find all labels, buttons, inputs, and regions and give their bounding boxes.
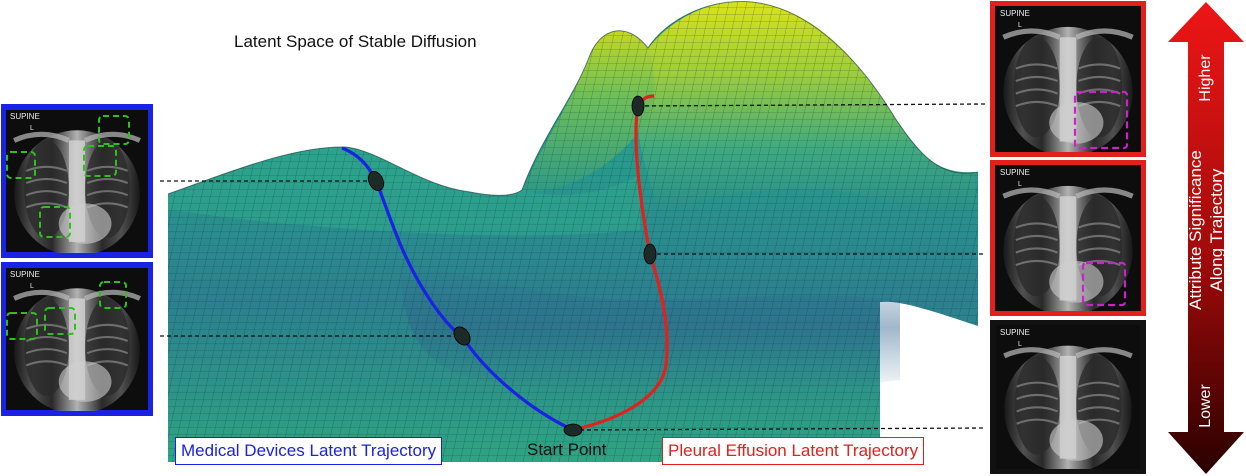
legend-pleural-effusion: Pleural Effusion Latent Trajectory — [662, 437, 925, 465]
legend-medical-devices: Medical Devices Latent Trajectory — [175, 437, 443, 465]
xray-medical-devices-2: SUPINE L — [1, 262, 153, 416]
leader-line-red-upper — [637, 103, 987, 107]
leader-lines — [160, 103, 987, 431]
xray-pleural-effusion-high: SUPINE L — [990, 1, 1146, 157]
effusion-box — [1081, 261, 1127, 307]
start-point-marker — [563, 423, 583, 437]
device-boxes — [6, 115, 130, 238]
svg-text:L: L — [1018, 22, 1022, 29]
waypoint-blue-upper — [367, 171, 385, 191]
svg-text:SUPINE: SUPINE — [1000, 9, 1030, 18]
svg-text:L: L — [1018, 341, 1022, 348]
svg-text:L: L — [30, 125, 34, 132]
svg-text:SUPINE: SUPINE — [1000, 328, 1030, 337]
surface-title: Latent Space of Stable Diffusion — [234, 32, 477, 51]
arrow-title-line2: Along Trajectory — [1207, 168, 1226, 292]
arrow-title: Attribute Significance Along Trajectory — [1185, 150, 1227, 310]
arrow-labels: Higher Attribute Significance Along Traj… — [1146, 0, 1246, 476]
device-boxes — [6, 281, 127, 340]
xray-pleural-effusion-mid: SUPINE L — [990, 160, 1146, 316]
xray-start-point: SUPINE L — [990, 320, 1146, 474]
waypoint-red-middle — [643, 243, 657, 265]
svg-text:L: L — [1018, 181, 1022, 188]
waypoints — [367, 95, 657, 437]
arrow-higher-label: Higher — [1197, 54, 1214, 102]
svg-text:SUPINE: SUPINE — [1000, 168, 1030, 177]
svg-text:L: L — [30, 283, 34, 290]
effusion-box — [1073, 90, 1129, 150]
significance-arrow — [1168, 2, 1244, 474]
leader-line-start — [572, 427, 987, 431]
waypoint-blue-lower — [453, 326, 471, 346]
xray-medical-devices-1: SUPINE L — [1, 104, 153, 258]
latent-surface — [167, 1, 979, 462]
svg-text:SUPINE: SUPINE — [10, 270, 40, 279]
start-point-label: Start Point — [527, 440, 607, 459]
waypoint-red-upper — [631, 95, 645, 117]
arrow-title-line1: Attribute Significance — [1186, 150, 1205, 310]
arrow-lower-label: Lower — [1197, 384, 1214, 428]
svg-text:SUPINE: SUPINE — [10, 112, 40, 121]
